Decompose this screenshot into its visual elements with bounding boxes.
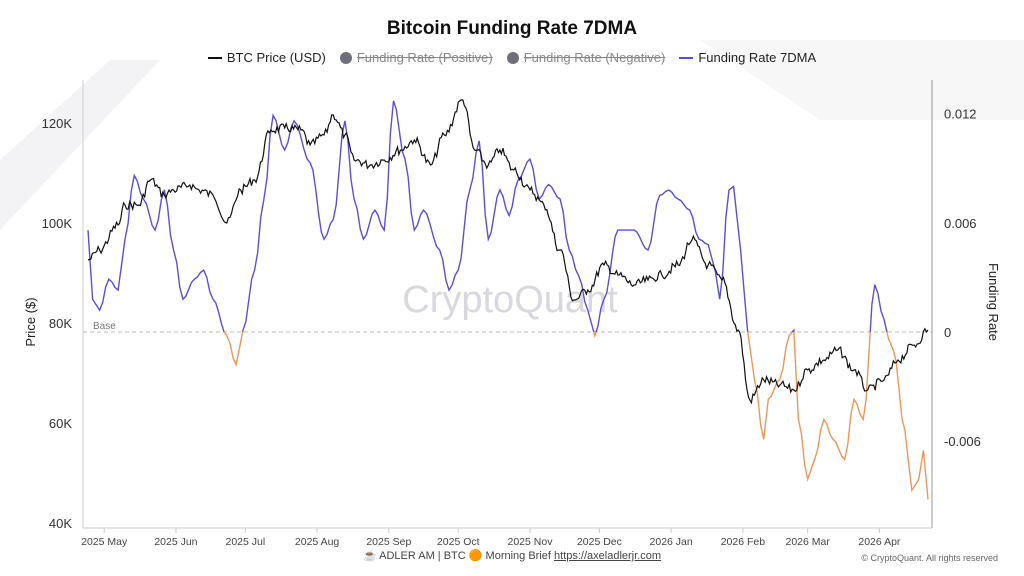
legend-item-funding-positive[interactable]: Funding Rate (Positive) xyxy=(339,50,493,65)
y-tick-left-label: 120K xyxy=(42,116,73,131)
y-tick-right-label: 0.012 xyxy=(944,107,977,122)
y-tick-right-label: 0 xyxy=(944,325,951,340)
y-tick-left-label: 60K xyxy=(49,416,72,431)
legend-label: Funding Rate 7DMA xyxy=(698,50,817,65)
x-tick-label: 2026 Apr xyxy=(858,536,901,548)
y-axis-left-label: Price ($) xyxy=(23,297,38,346)
x-tick-label: 2025 Aug xyxy=(295,536,340,548)
x-tick-label: 2026 Mar xyxy=(785,536,830,548)
btc-price-line xyxy=(87,99,929,405)
y-tick-left-label: 80K xyxy=(49,316,72,331)
x-tick-label: 2025 Oct xyxy=(437,536,480,548)
x-tick-label: 2025 May xyxy=(81,536,128,548)
legend-item-btc-price[interactable]: BTC Price (USD) xyxy=(207,50,326,65)
footer-text: Morning Brief xyxy=(485,550,551,562)
funding-rate-7dma-negative-line xyxy=(223,332,929,500)
base-label: Base xyxy=(93,321,116,332)
y-tick-right-label: 0.006 xyxy=(944,216,977,231)
copyright: © CryptoQuant. All rights reserved xyxy=(861,553,998,563)
legend-label: Funding Rate (Negative) xyxy=(523,50,666,65)
y-tick-left-label: 100K xyxy=(42,216,73,231)
x-tick-label: 2025 Jun xyxy=(154,536,197,548)
footer-link[interactable]: https://axeladlerjr.com xyxy=(554,550,662,562)
chart-title: Bitcoin Funding Rate 7DMA xyxy=(386,18,638,39)
legend-item-funding-negative[interactable]: Funding Rate (Negative) xyxy=(506,50,666,65)
y-tick-left-label: 40K xyxy=(49,516,72,531)
line-swatch-icon xyxy=(207,56,222,59)
watermark: CryptoQuant xyxy=(402,279,618,321)
line-swatch-icon xyxy=(679,56,694,59)
dot-swatch-icon xyxy=(339,51,352,64)
x-tick-label: 2025 Sep xyxy=(366,536,411,548)
x-tick-label: 2026 Feb xyxy=(721,536,766,548)
x-tick-label: 2025 Nov xyxy=(508,536,554,548)
x-tick-label: 2026 Jan xyxy=(650,536,693,548)
legend: BTC Price (USD) Funding Rate (Positive) … xyxy=(0,50,1024,65)
y-tick-right-label: -0.006 xyxy=(944,434,981,449)
legend-label: Funding Rate (Positive) xyxy=(356,50,493,65)
x-tick-label: 2025 Dec xyxy=(577,536,622,548)
x-tick-label: 2025 Jul xyxy=(226,536,266,548)
dot-swatch-icon xyxy=(506,51,519,64)
footer-prefix: ☕ ADLER AM | BTC xyxy=(362,550,466,562)
legend-item-funding-7dma[interactable]: Funding Rate 7DMA xyxy=(679,50,816,65)
legend-label: BTC Price (USD) xyxy=(226,50,326,65)
y-axis-right-label: Funding Rate xyxy=(986,263,1001,341)
orange-circle-icon: 🟠 xyxy=(468,550,483,562)
footer: ☕ ADLER AM | BTC 🟠 Morning Brief https:/… xyxy=(0,549,1024,562)
